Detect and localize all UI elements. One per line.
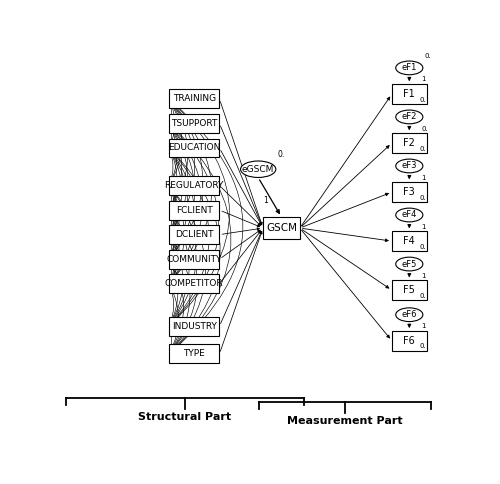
Text: F3: F3	[404, 187, 415, 197]
Text: COMPETITOR: COMPETITOR	[165, 279, 224, 288]
Ellipse shape	[240, 161, 276, 178]
FancyBboxPatch shape	[169, 90, 220, 108]
Text: GSCM: GSCM	[266, 223, 297, 233]
FancyBboxPatch shape	[169, 345, 220, 363]
Text: TRAINING: TRAINING	[172, 94, 216, 104]
FancyBboxPatch shape	[169, 225, 220, 244]
FancyBboxPatch shape	[169, 317, 220, 335]
Text: 0.: 0.	[419, 293, 426, 299]
Text: 0.: 0.	[419, 96, 426, 103]
Text: 1: 1	[422, 224, 426, 229]
Text: eGSCM: eGSCM	[242, 165, 274, 174]
FancyBboxPatch shape	[169, 274, 220, 293]
Ellipse shape	[396, 308, 423, 321]
Text: Structural Part: Structural Part	[138, 412, 232, 422]
Text: 1: 1	[422, 175, 426, 181]
FancyBboxPatch shape	[169, 138, 220, 157]
Text: 0.: 0.	[419, 243, 426, 250]
FancyBboxPatch shape	[169, 176, 220, 195]
Text: 0.: 0.	[419, 195, 426, 200]
Text: 1: 1	[263, 196, 268, 205]
FancyBboxPatch shape	[169, 200, 220, 220]
Ellipse shape	[396, 110, 423, 124]
Text: TSUPPORT: TSUPPORT	[171, 119, 218, 128]
Text: 1: 1	[422, 272, 426, 279]
Text: eF6: eF6	[402, 310, 417, 319]
Text: F2: F2	[404, 138, 415, 148]
Text: F1: F1	[404, 89, 415, 99]
FancyBboxPatch shape	[392, 331, 427, 351]
FancyBboxPatch shape	[392, 84, 427, 104]
Text: Measurement Part: Measurement Part	[287, 416, 403, 426]
FancyBboxPatch shape	[392, 280, 427, 300]
Text: COMMUNITY: COMMUNITY	[166, 255, 222, 264]
Text: eF5: eF5	[402, 259, 417, 269]
Text: REGULATORY: REGULATORY	[164, 181, 224, 190]
Text: eF3: eF3	[402, 162, 417, 170]
Text: 0.: 0.	[419, 146, 426, 151]
Text: F6: F6	[404, 336, 415, 346]
FancyBboxPatch shape	[169, 250, 220, 269]
Text: F4: F4	[404, 236, 415, 246]
Text: 0.: 0.	[422, 125, 428, 132]
Text: DCLIENT: DCLIENT	[175, 230, 214, 239]
FancyBboxPatch shape	[392, 231, 427, 251]
Text: 0.: 0.	[424, 53, 431, 60]
FancyBboxPatch shape	[392, 133, 427, 153]
Text: EDUCATION: EDUCATION	[168, 143, 220, 152]
Text: 1: 1	[422, 76, 426, 82]
Text: eF1: eF1	[402, 63, 417, 73]
Text: 0.: 0.	[278, 151, 285, 159]
Text: 0.: 0.	[419, 343, 426, 349]
FancyBboxPatch shape	[392, 182, 427, 202]
FancyBboxPatch shape	[169, 114, 220, 133]
Ellipse shape	[396, 257, 423, 271]
FancyBboxPatch shape	[263, 217, 300, 239]
Text: eF4: eF4	[402, 211, 417, 220]
Text: FCLIENT: FCLIENT	[176, 206, 212, 214]
Ellipse shape	[396, 159, 423, 173]
Text: 1: 1	[422, 323, 426, 329]
Text: INDUSTRY: INDUSTRY	[172, 322, 216, 331]
Text: eF2: eF2	[402, 112, 417, 121]
Text: F5: F5	[404, 285, 415, 295]
Text: TYPE: TYPE	[184, 349, 205, 359]
Ellipse shape	[396, 208, 423, 222]
Ellipse shape	[396, 61, 423, 75]
